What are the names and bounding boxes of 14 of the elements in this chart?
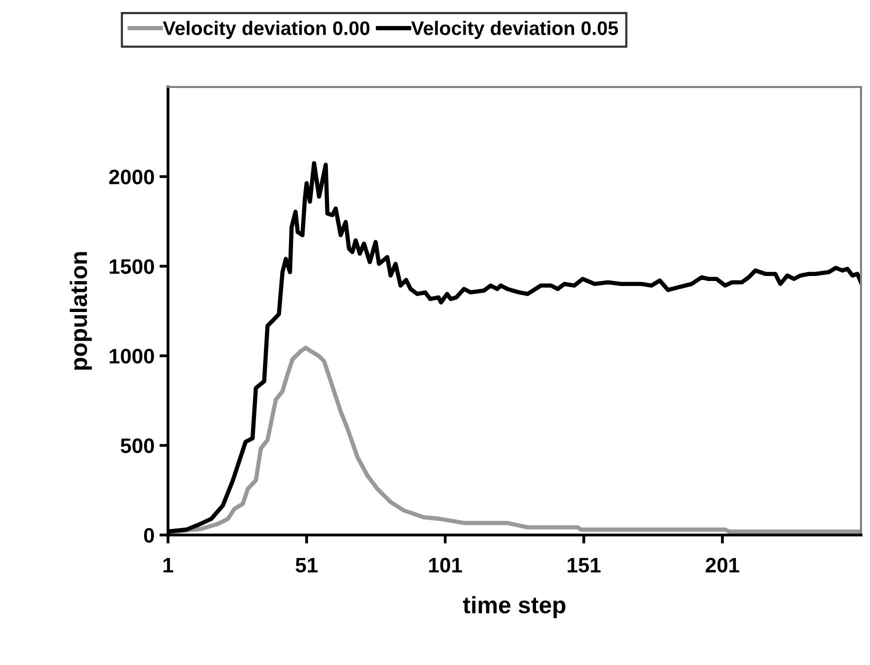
y-tick-label: 500 bbox=[120, 438, 154, 454]
y-tick-label: 1000 bbox=[110, 348, 154, 364]
y-axis-title: population bbox=[70, 252, 92, 370]
x-tick-label: 101 bbox=[429, 558, 462, 573]
legend-label: Velocity deviation 0.05 bbox=[411, 20, 618, 39]
x-axis-title: time step bbox=[462, 596, 566, 618]
y-tick-label: 1500 bbox=[110, 259, 154, 274]
x-tick-label: 151 bbox=[568, 558, 601, 573]
x-tick-label: 201 bbox=[706, 558, 740, 573]
y-tick-label: 2000 bbox=[109, 170, 154, 184]
x-tick-label: 1 bbox=[164, 558, 174, 572]
legend-label: Velocity deviation 0.00 bbox=[162, 20, 370, 39]
x-tick-label: 51 bbox=[296, 558, 318, 573]
y-tick-label: 0 bbox=[144, 528, 154, 543]
